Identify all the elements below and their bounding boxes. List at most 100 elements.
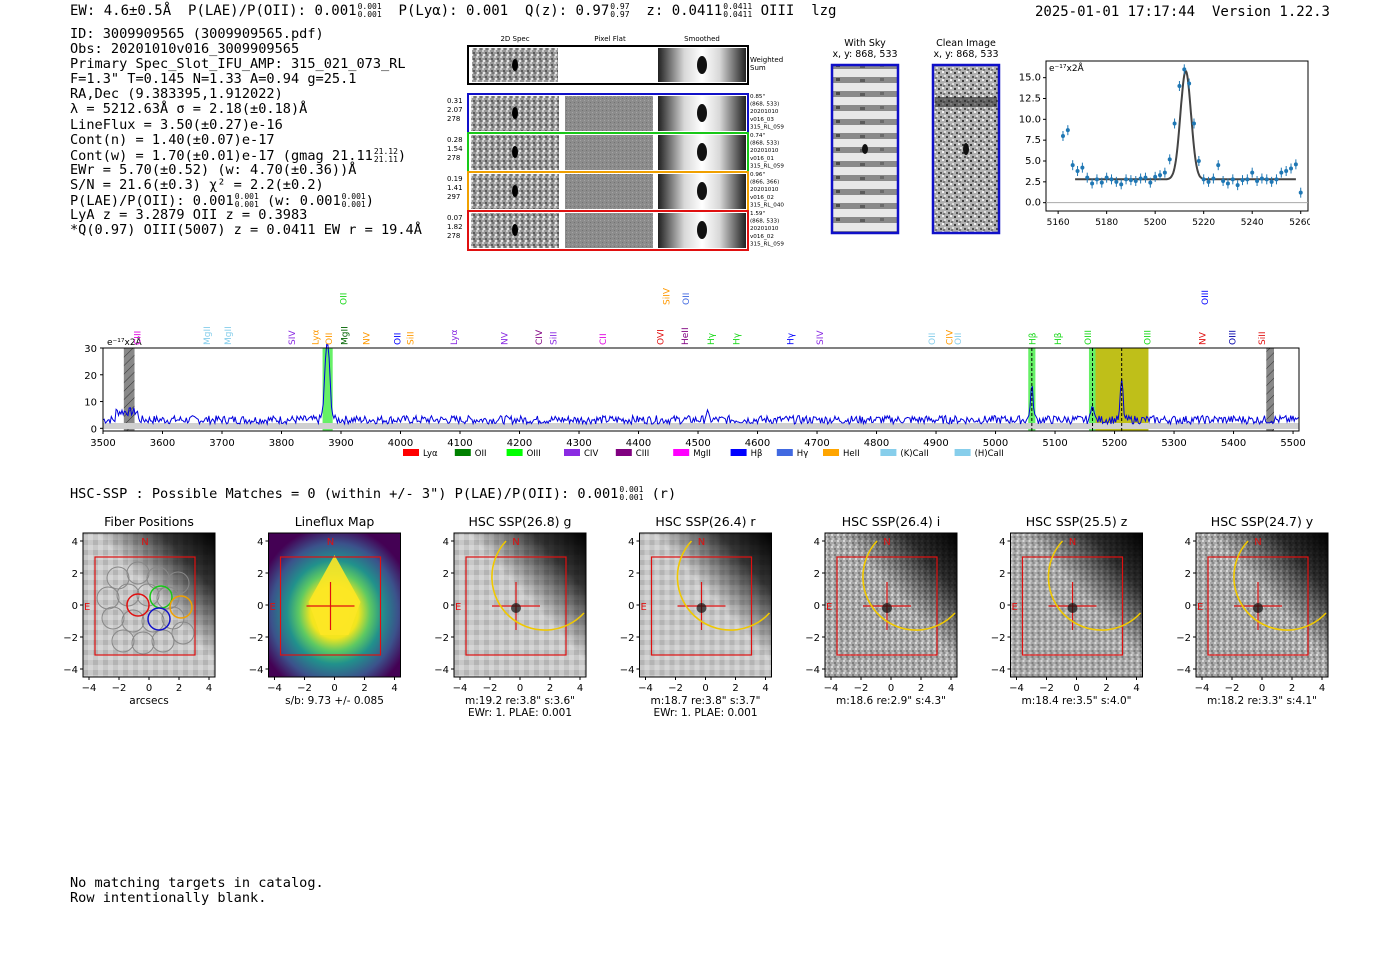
- fit-xtick-label: 5220: [1192, 218, 1215, 228]
- spectral-line-label: OII: [682, 293, 692, 305]
- panel-ytick-label: −4: [620, 665, 635, 676]
- info-contn: Cont(n) = 1.40(±0.07)e-17: [70, 131, 275, 148]
- panel-xtick-label: 2: [1103, 683, 1109, 694]
- legend-swatch: [403, 449, 419, 456]
- fit-ytick-label: 12.5: [1019, 94, 1041, 105]
- qz-lower: 0.97: [610, 10, 630, 19]
- spec-row-right-label: v016_01: [750, 156, 774, 162]
- hsc-lo: 0.001: [619, 493, 644, 502]
- spectral-line-label: NV: [1199, 331, 1209, 345]
- panel-xtick-label: 4: [391, 683, 397, 694]
- fiber-blue: [147, 607, 171, 631]
- panel-xtick-label: 4: [762, 683, 768, 694]
- spectrum-xtick-label: 4500: [685, 438, 710, 449]
- match-ellipse: [676, 540, 771, 631]
- spec-row-flat: [565, 96, 653, 131]
- panel-ytick-label: 2: [72, 569, 78, 580]
- panel-xtick-label: 2: [732, 683, 738, 694]
- fit-point: [1138, 176, 1143, 181]
- fit-point: [1206, 179, 1211, 184]
- fit-point: [1075, 169, 1080, 173]
- spec-row-right-label: v016_03: [750, 117, 774, 123]
- panel-xtick-label: −4: [638, 683, 653, 694]
- spectrum-xtick-label: 5000: [983, 438, 1008, 449]
- line-fit-chart: e⁻¹⁷x2Å 0.0 2.5 5.0 7.5 10.0 12.5 15.0 5160 518…: [1019, 60, 1310, 228]
- info-lambda: λ = 5212.63Å σ = 2.18(±0.18)Å: [70, 101, 308, 118]
- panel-ytick-label: −2: [1176, 633, 1191, 644]
- legend-label: HeII: [843, 449, 860, 459]
- clean-header: Clean Image x, y: 868, 533: [925, 38, 1007, 60]
- fit-ylabel: e⁻¹⁷x2Å: [1049, 62, 1085, 74]
- panel-xtick-label: 0: [146, 683, 152, 694]
- fit-point: [1264, 177, 1269, 182]
- panel-ytick-label: −2: [991, 633, 1006, 644]
- panel-title: HSC SSP(25.5) z: [1026, 514, 1128, 529]
- col-label-smoothed: Smoothed: [684, 35, 720, 43]
- image-panel-0: Fiber Positions N E −4 −4 −2 −2 0 0 2 2 4 4 arcsecs: [63, 514, 216, 707]
- fit-xticks: 5160 5180 5200 5220 5240 5260: [1047, 211, 1310, 228]
- fit-ytick-label: 5.0: [1025, 156, 1041, 167]
- panel-ytick-label: 4: [999, 537, 1005, 548]
- spectral-line-label: OIII: [1084, 330, 1094, 345]
- fiber-orange: [169, 595, 193, 619]
- weighted-sum-row: Weighted Sum: [467, 45, 783, 85]
- fit-point: [1201, 177, 1206, 182]
- plae-w-up: 0.001: [341, 192, 366, 202]
- info-params: F=1.3" T=0.145 N=1.33 A=0.94 g=25.1: [70, 71, 357, 88]
- fit-point: [1080, 165, 1085, 170]
- spec-row-right-label: (868, 533): [750, 102, 779, 108]
- panel-xtick-label: −2: [1039, 683, 1054, 694]
- panel-title: HSC SSP(24.7) y: [1211, 514, 1314, 529]
- spectrum-xtick-label: 5500: [1280, 438, 1305, 449]
- compass-e: E: [455, 602, 461, 613]
- spectrum-ytick-label: 20: [84, 371, 97, 382]
- spectrum-legend: Lyα OII OIII CIV CIII MgII Hβ Hγ HeII (K)CaII (H)C…: [403, 449, 1004, 459]
- plae-text: P(LAE)/P(OII): 0.001: [70, 193, 234, 210]
- match-ellipse: [491, 540, 585, 631]
- panel-xtick-label: −4: [824, 683, 839, 694]
- panel-ytick-label: −4: [805, 665, 820, 676]
- panel-xtick-label: 0: [1259, 683, 1265, 694]
- panel-xtick-label: 4: [1319, 683, 1325, 694]
- aperture-box: [650, 556, 753, 656]
- fit-point: [1148, 180, 1153, 185]
- aperture-box: [94, 556, 196, 656]
- panel-ytick-label: 2: [999, 569, 1005, 580]
- z-upper: 0.0411: [723, 2, 753, 11]
- spectrum-band: [322, 348, 333, 431]
- info-primary: Primary Spec_Slot_IFU_AMP: 315_021_073_R…: [70, 56, 406, 73]
- fit-point: [1133, 179, 1138, 183]
- plae-value: P(LAE)/P(OII): 0.001: [188, 3, 357, 19]
- spectral-line-label: MgII: [341, 326, 351, 345]
- clean-coords: x, y: 868, 533: [933, 49, 999, 60]
- fit-xtick-label: 5160: [1047, 218, 1070, 228]
- spectrum-band: [1266, 348, 1275, 431]
- source-blob: [1067, 603, 1078, 613]
- fit-point: [1128, 178, 1133, 183]
- footer-line-2: Row intentionally blank.: [70, 890, 267, 906]
- panel-group: Fiber PositionsNE−4−4−2−2002244arcsecsLi…: [63, 514, 1329, 719]
- panel-caption-1: arcsecs: [129, 695, 168, 707]
- footer-notes: No matching targets in catalog. Row inte…: [70, 876, 324, 906]
- clean-title: Clean Image: [936, 38, 996, 49]
- legend-swatch: [730, 449, 747, 456]
- spectral-line-label: OIII: [1228, 330, 1238, 345]
- full-spectrum-chart: e⁻¹⁷x2Å 0 10 20 30 3500 3600 3700 3800 3900 4000…: [84, 287, 1306, 459]
- fit-point: [1235, 183, 1240, 188]
- noise-band: [103, 423, 1299, 429]
- spec-row-right-label: 20201010: [750, 109, 779, 115]
- spectral-line-label: OII: [339, 293, 349, 305]
- panel-title: Lineflux Map: [295, 514, 375, 529]
- legend-label: Lyα: [423, 449, 438, 459]
- spectrum-ytick-label: 30: [84, 344, 97, 355]
- sky-cutouts: [830, 63, 1001, 235]
- source-blob: [511, 603, 521, 613]
- spectral-line-label: MgII: [203, 326, 213, 345]
- panel-caption-2: EWr: 1. PLAE: 0.001: [653, 707, 757, 719]
- spec-row-smoothed-source: [697, 104, 707, 122]
- spec-row-left-label: 278: [447, 115, 460, 123]
- spectrum-ytick-label: 10: [84, 398, 97, 409]
- fit-point: [1289, 166, 1294, 171]
